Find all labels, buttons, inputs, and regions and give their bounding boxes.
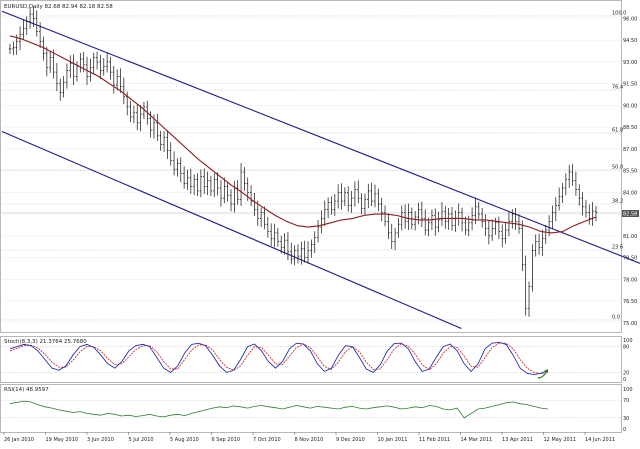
price-tick: 75.00 (623, 321, 637, 327)
rsi-pane-frame (0, 384, 622, 433)
rsi-tick: 0 (623, 427, 626, 433)
date-tick: 7 Oct 2010 (253, 437, 281, 443)
last-price-label: 82.58 (623, 212, 637, 218)
fib-level-label: 100.0 (612, 11, 626, 17)
date-tick: 5 Jul 2010 (129, 437, 154, 443)
price-tick: 78.00 (623, 277, 637, 283)
channel-lower-line (1, 130, 462, 330)
stoch-tick: 0 (623, 377, 626, 383)
rsi-header: RSI(14) 48.9597 (4, 387, 49, 393)
stoch-tick: 80 (623, 345, 629, 351)
price-tick: 93.00 (623, 60, 637, 66)
date-tick: 12 May 2011 (544, 437, 577, 443)
date-axis: 26 Jan 2010 19 May 2010 3 Jun 2010 5 Jul 20… (3, 432, 615, 443)
price-tick: 84.00 (623, 190, 637, 196)
price-tick: 79.50 (623, 256, 637, 262)
price-tick: 94.50 (623, 38, 637, 44)
price-tick: 91.50 (623, 82, 637, 88)
date-tick: 14 Mar 2011 (461, 437, 493, 443)
stoch-tick: 100 (623, 338, 633, 344)
date-tick: 8 Nov 2010 (295, 437, 324, 443)
date-tick: 14 Jun 2011 (585, 437, 615, 443)
rsi-tick: 70 (623, 398, 629, 404)
price-tick: 85.50 (623, 169, 637, 175)
price-axis: 96.00 94.50 93.00 91.50 90.00 88.50 87.00 85.50… (623, 16, 637, 326)
rsi-pane[interactable]: RSI(14) 48.9597 100 70 30 0 (0, 384, 633, 434)
date-tick: 3 Jun 2010 (87, 437, 114, 443)
rsi-axis: 100 70 30 0 (623, 387, 633, 433)
stoch-main-line (9, 341, 549, 376)
main-pane-header: EURUSD,Daily 82.68 82.94 82.18 82.58 (4, 4, 113, 10)
trend-channel (1, 10, 640, 330)
price-bars (8, 7, 598, 317)
date-tick: 9 Dec 2010 (336, 437, 365, 443)
stoch-header: Stoch(8,3,3) 21.3764 25.7680 (4, 339, 87, 345)
date-tick: 26 Jan 2010 (4, 437, 34, 443)
date-tick: 5 Aug 2010 (170, 437, 199, 443)
moving-average-line (9, 35, 597, 234)
last-price-marker (622, 210, 639, 217)
fib-level-label: 50.0 (612, 165, 623, 171)
date-tick: 13 Apr 2011 (502, 437, 533, 443)
price-gridlines (0, 18, 621, 323)
price-tick: 88.50 (623, 125, 637, 131)
date-tick: 19 May 2010 (46, 437, 79, 443)
main-pane-frame (0, 0, 622, 333)
rsi-levels (0, 400, 621, 418)
fib-level-label: 61.8 (612, 128, 623, 134)
price-tick: 87.00 (623, 147, 637, 153)
stoch-arrow-head-icon (544, 369, 548, 373)
price-tick: 81.00 (623, 234, 637, 240)
fib-level-label: 0.0 (612, 315, 620, 321)
channel-upper-line (1, 10, 640, 264)
rsi-line (9, 400, 549, 419)
rsi-tick: 100 (623, 387, 633, 393)
date-tick: 11 Feb 2011 (419, 437, 450, 443)
fib-level-label: 23.6 (612, 245, 623, 251)
moving-average (9, 35, 597, 234)
stoch-pane-frame (0, 336, 622, 383)
price-tick: 90.00 (623, 103, 637, 109)
fib-level-label: 76.4 (612, 85, 623, 91)
date-tick: 6 Sep 2010 (212, 437, 241, 443)
rsi-tick: 30 (623, 416, 629, 422)
date-tick: 10 Jan 2011 (378, 437, 408, 443)
fib-level-label: 38.2 (612, 199, 623, 205)
stoch-tick: 20 (623, 370, 629, 376)
main-price-pane[interactable]: 100.0 76.4 61.8 50.0 38.2 23.6 0.0 EURUSD,Dail… (0, 0, 640, 333)
price-tick: 96.00 (623, 16, 637, 22)
price-tick: 76.50 (623, 299, 637, 305)
stoch-levels (0, 346, 621, 373)
